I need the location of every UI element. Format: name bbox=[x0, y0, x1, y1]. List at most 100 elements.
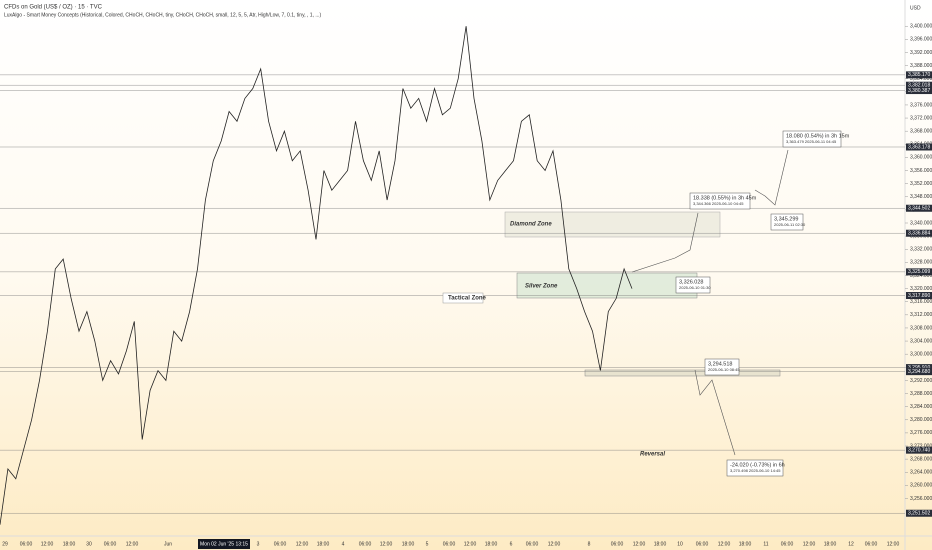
diamond-zone-box bbox=[504, 211, 721, 238]
level-label: 3,295.910 bbox=[908, 365, 930, 371]
y-tick-label: 3,284.000 bbox=[910, 404, 932, 410]
projection-path bbox=[631, 212, 699, 273]
y-tick-label: 3,256.000 bbox=[910, 496, 932, 502]
zone-label: Reversal bbox=[640, 452, 665, 458]
callout-text: 18.080 (0.54%) in 3h 15m bbox=[786, 133, 850, 139]
x-tick-label: 06:00 bbox=[611, 541, 624, 547]
zone-label: Diamond Zone bbox=[510, 222, 552, 228]
y-tick-label: 3,260.000 bbox=[910, 483, 932, 489]
x-tick-label: 18:00 bbox=[824, 541, 837, 547]
x-tick-label: 12:00 bbox=[633, 541, 646, 547]
x-tick-label: 06:00 bbox=[20, 541, 33, 547]
x-tick-label: 18:00 bbox=[739, 541, 752, 547]
x-tick-label: 5 bbox=[426, 541, 429, 547]
level-label: 3,363.178 bbox=[908, 144, 930, 150]
y-tick-label: 3,384.000 bbox=[910, 76, 932, 82]
x-tick-label: 30 bbox=[86, 541, 92, 547]
level-label-box bbox=[906, 368, 932, 376]
x-tick-label: 06:00 bbox=[274, 541, 287, 547]
callout-box bbox=[770, 213, 804, 231]
y-tick-label: 3,352.000 bbox=[910, 181, 932, 187]
callout-box bbox=[675, 276, 711, 294]
x-tick-label: 12:00 bbox=[296, 541, 309, 547]
zone-label: Tactical Zone bbox=[448, 296, 487, 302]
x-tick-label: 12:00 bbox=[464, 541, 477, 547]
zone-label-box bbox=[442, 292, 484, 304]
level-label: 3,270.740 bbox=[908, 447, 930, 453]
callout-box bbox=[782, 130, 842, 148]
callout-text: 3,326.028 bbox=[679, 279, 703, 285]
zone-label: Silver Zone bbox=[525, 284, 558, 290]
callout-text: 2025-06-10 08:45 bbox=[708, 367, 740, 372]
x-tick-label: 06:00 bbox=[359, 541, 372, 547]
level-label: 3,380.387 bbox=[908, 88, 930, 94]
level-label-box bbox=[906, 268, 932, 276]
level-label: 3,382.018 bbox=[908, 83, 930, 89]
level-label: 3,385.170 bbox=[908, 72, 930, 78]
support-box bbox=[584, 369, 781, 377]
level-label-box bbox=[906, 364, 932, 372]
x-tick-label: 29 bbox=[2, 541, 8, 547]
level-label: 3,344.502 bbox=[908, 206, 930, 212]
level-label: 3,336.884 bbox=[908, 231, 930, 237]
y-tick-label: 3,312.000 bbox=[910, 312, 932, 318]
level-label-box bbox=[906, 87, 932, 95]
y-tick-label: 3,396.000 bbox=[910, 37, 932, 43]
y-tick-label: 3,340.000 bbox=[910, 220, 932, 226]
y-tick-label: 3,376.000 bbox=[910, 102, 932, 108]
y-tick-label: 3,264.000 bbox=[910, 470, 932, 476]
x-tick-label: 12:00 bbox=[41, 541, 54, 547]
y-tick-label: 3,280.000 bbox=[910, 417, 932, 423]
y-tick-label: 3,368.000 bbox=[910, 129, 932, 135]
x-tick-label: 06:00 bbox=[443, 541, 456, 547]
silver-zone-box bbox=[516, 272, 698, 299]
level-label-box bbox=[906, 292, 932, 300]
x-tick-label: 12 bbox=[848, 541, 854, 547]
callout-box bbox=[689, 192, 751, 210]
level-label-box bbox=[906, 81, 932, 89]
x-tick-label: 6 bbox=[510, 541, 513, 547]
y-tick-label: 3,388.000 bbox=[910, 63, 932, 69]
level-label-box bbox=[906, 71, 932, 79]
y-tick-label: 3,332.000 bbox=[910, 247, 932, 253]
callout-text: 18.338 (0.55%) in 3h 45m bbox=[693, 195, 757, 201]
level-label-box bbox=[906, 229, 932, 237]
x-tick-label: 18:00 bbox=[317, 541, 330, 547]
callout-text: 3,294.518 bbox=[708, 361, 732, 367]
x-tick-label: 12:00 bbox=[718, 541, 731, 547]
projection-path bbox=[694, 369, 736, 456]
callout-text: 3,270.498 2025-06-10 14:45 bbox=[730, 468, 781, 473]
callout-text: 2025-06-11 02:30 bbox=[774, 222, 806, 227]
x-tick-label: 12:00 bbox=[887, 541, 900, 547]
x-tick-label: Jun bbox=[164, 541, 172, 547]
x-tick-label: 4 bbox=[342, 541, 345, 547]
y-axis-label: USD bbox=[910, 5, 921, 11]
level-label: 3,251.502 bbox=[908, 511, 930, 517]
y-tick-label: 3,308.000 bbox=[910, 325, 932, 331]
y-tick-label: 3,320.000 bbox=[910, 286, 932, 292]
y-tick-label: 3,348.000 bbox=[910, 194, 932, 200]
x-tick-label: 12:00 bbox=[126, 541, 139, 547]
y-tick-label: 3,268.000 bbox=[910, 456, 932, 462]
crosshair-label: Mon 02 Jun '25 13:15 bbox=[200, 541, 248, 547]
x-tick-label: 06:00 bbox=[865, 541, 878, 547]
x-tick-label: 11 bbox=[763, 541, 768, 547]
x-tick-label: 06:00 bbox=[526, 541, 539, 547]
level-label-box bbox=[906, 446, 932, 454]
y-tick-label: 3,324.000 bbox=[910, 273, 932, 279]
x-tick-label: 18:00 bbox=[654, 541, 667, 547]
level-label-box bbox=[906, 204, 932, 212]
y-tick-label: 3,400.000 bbox=[910, 24, 932, 30]
y-tick-label: 3,360.000 bbox=[910, 155, 932, 161]
callout-text: 3,345.299 bbox=[774, 216, 798, 222]
x-tick-label: 06:00 bbox=[781, 541, 794, 547]
projection-path bbox=[754, 149, 789, 206]
x-tick-label: 18:00 bbox=[402, 541, 415, 547]
y-tick-label: 3,392.000 bbox=[910, 50, 932, 56]
chart-subtitle: LuxAlgo - Smart Money Concepts (Historic… bbox=[4, 12, 321, 18]
x-tick-label: 10 bbox=[677, 541, 683, 547]
y-tick-label: 3,372.000 bbox=[910, 115, 932, 121]
callout-box bbox=[726, 459, 784, 477]
level-label: 3,294.680 bbox=[908, 369, 930, 375]
callout-text: 3,363.479 2025-06-11 04:45 bbox=[786, 139, 837, 144]
